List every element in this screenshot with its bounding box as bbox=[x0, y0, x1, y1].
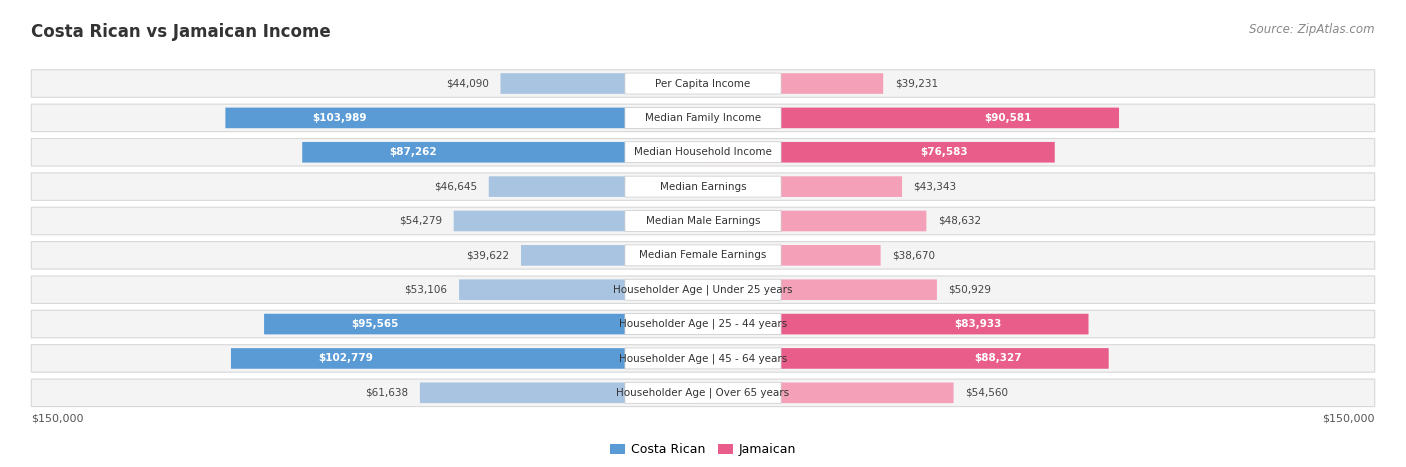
FancyBboxPatch shape bbox=[703, 142, 1054, 163]
Text: Median Earnings: Median Earnings bbox=[659, 182, 747, 191]
Text: $39,231: $39,231 bbox=[894, 78, 938, 89]
FancyBboxPatch shape bbox=[489, 177, 703, 197]
Text: $61,638: $61,638 bbox=[366, 388, 408, 398]
FancyBboxPatch shape bbox=[624, 279, 782, 300]
Text: $46,645: $46,645 bbox=[434, 182, 477, 191]
FancyBboxPatch shape bbox=[31, 276, 1375, 304]
Text: $39,622: $39,622 bbox=[467, 250, 509, 260]
FancyBboxPatch shape bbox=[522, 245, 703, 266]
FancyBboxPatch shape bbox=[231, 348, 703, 369]
Text: $87,262: $87,262 bbox=[389, 147, 437, 157]
Text: $54,560: $54,560 bbox=[965, 388, 1008, 398]
Text: Householder Age | Over 65 years: Householder Age | Over 65 years bbox=[616, 388, 790, 398]
FancyBboxPatch shape bbox=[31, 207, 1375, 235]
Text: Costa Rican vs Jamaican Income: Costa Rican vs Jamaican Income bbox=[31, 23, 330, 42]
Text: $43,343: $43,343 bbox=[914, 182, 956, 191]
FancyBboxPatch shape bbox=[302, 142, 703, 163]
Text: Median Female Earnings: Median Female Earnings bbox=[640, 250, 766, 260]
FancyBboxPatch shape bbox=[264, 314, 703, 334]
FancyBboxPatch shape bbox=[31, 139, 1375, 166]
FancyBboxPatch shape bbox=[624, 314, 782, 334]
FancyBboxPatch shape bbox=[454, 211, 703, 231]
Text: $150,000: $150,000 bbox=[31, 414, 84, 424]
Text: Per Capita Income: Per Capita Income bbox=[655, 78, 751, 89]
Text: $88,327: $88,327 bbox=[974, 354, 1021, 363]
Text: Householder Age | 25 - 44 years: Householder Age | 25 - 44 years bbox=[619, 319, 787, 329]
Text: $76,583: $76,583 bbox=[920, 147, 967, 157]
FancyBboxPatch shape bbox=[703, 73, 883, 94]
FancyBboxPatch shape bbox=[31, 241, 1375, 269]
FancyBboxPatch shape bbox=[624, 142, 782, 163]
Text: $150,000: $150,000 bbox=[1322, 414, 1375, 424]
FancyBboxPatch shape bbox=[460, 279, 703, 300]
Text: $54,279: $54,279 bbox=[399, 216, 443, 226]
FancyBboxPatch shape bbox=[703, 177, 903, 197]
FancyBboxPatch shape bbox=[624, 382, 782, 403]
FancyBboxPatch shape bbox=[624, 245, 782, 266]
Text: Median Household Income: Median Household Income bbox=[634, 147, 772, 157]
Text: Householder Age | 45 - 64 years: Householder Age | 45 - 64 years bbox=[619, 353, 787, 364]
FancyBboxPatch shape bbox=[703, 245, 880, 266]
FancyBboxPatch shape bbox=[31, 173, 1375, 200]
FancyBboxPatch shape bbox=[31, 345, 1375, 372]
FancyBboxPatch shape bbox=[420, 382, 703, 403]
FancyBboxPatch shape bbox=[703, 314, 1088, 334]
Text: $48,632: $48,632 bbox=[938, 216, 981, 226]
FancyBboxPatch shape bbox=[624, 107, 782, 128]
FancyBboxPatch shape bbox=[703, 348, 1109, 369]
Text: Median Family Income: Median Family Income bbox=[645, 113, 761, 123]
Text: Source: ZipAtlas.com: Source: ZipAtlas.com bbox=[1250, 23, 1375, 36]
FancyBboxPatch shape bbox=[703, 107, 1119, 128]
FancyBboxPatch shape bbox=[703, 279, 936, 300]
FancyBboxPatch shape bbox=[624, 211, 782, 232]
FancyBboxPatch shape bbox=[31, 104, 1375, 132]
FancyBboxPatch shape bbox=[31, 379, 1375, 407]
FancyBboxPatch shape bbox=[31, 70, 1375, 97]
Text: Median Male Earnings: Median Male Earnings bbox=[645, 216, 761, 226]
Text: $103,989: $103,989 bbox=[312, 113, 367, 123]
Text: $53,106: $53,106 bbox=[405, 285, 447, 295]
Text: $102,779: $102,779 bbox=[318, 354, 373, 363]
FancyBboxPatch shape bbox=[703, 211, 927, 231]
FancyBboxPatch shape bbox=[624, 348, 782, 369]
Text: $90,581: $90,581 bbox=[984, 113, 1032, 123]
Text: $44,090: $44,090 bbox=[446, 78, 489, 89]
Text: $38,670: $38,670 bbox=[891, 250, 935, 260]
FancyBboxPatch shape bbox=[225, 107, 703, 128]
Legend: Costa Rican, Jamaican: Costa Rican, Jamaican bbox=[605, 439, 801, 461]
FancyBboxPatch shape bbox=[624, 73, 782, 94]
FancyBboxPatch shape bbox=[31, 311, 1375, 338]
FancyBboxPatch shape bbox=[624, 176, 782, 197]
FancyBboxPatch shape bbox=[703, 382, 953, 403]
Text: $83,933: $83,933 bbox=[953, 319, 1001, 329]
Text: $95,565: $95,565 bbox=[352, 319, 399, 329]
FancyBboxPatch shape bbox=[501, 73, 703, 94]
Text: Householder Age | Under 25 years: Householder Age | Under 25 years bbox=[613, 284, 793, 295]
Text: $50,929: $50,929 bbox=[949, 285, 991, 295]
